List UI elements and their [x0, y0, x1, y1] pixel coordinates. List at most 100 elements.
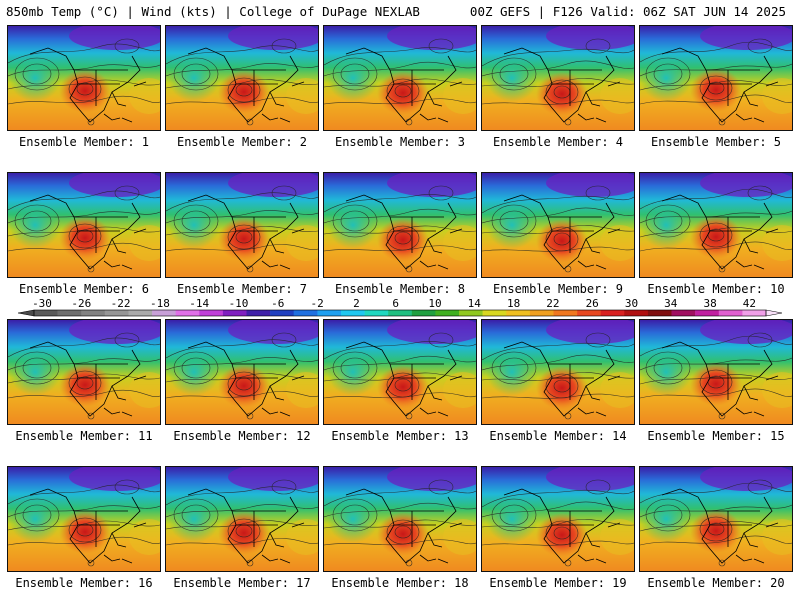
colorbar-tick-label: 22	[546, 297, 559, 310]
ensemble-member-label: Ensemble Member: 10	[647, 282, 785, 296]
temperature-map	[324, 320, 476, 424]
ensemble-member-label: Ensemble Member: 20	[647, 576, 785, 590]
colorbar-swatch	[647, 310, 672, 316]
temperature-map	[8, 467, 160, 571]
colorbar-swatch	[624, 310, 649, 316]
ensemble-member-map-9	[481, 172, 635, 278]
temperature-map	[640, 26, 792, 130]
colorbar-swatch	[482, 310, 507, 316]
ensemble-member-map-20	[639, 466, 793, 572]
colorbar-swatch	[81, 310, 106, 316]
temperature-map	[640, 467, 792, 571]
ensemble-member-map-18	[323, 466, 477, 572]
colorbar-tick-label: 26	[586, 297, 599, 310]
ensemble-member-label: Ensemble Member: 7	[176, 282, 308, 296]
colorbar-swatch	[600, 310, 625, 316]
temperature-map	[324, 467, 476, 571]
temperature-colorbar: -30 -26 -22 -18 -14 -10 -6 -2 2 6 10 14 18 22 26 30 34 38…	[0, 296, 800, 322]
colorbar-graphic: -30 -26 -22 -18 -14 -10 -6 -2 2 6 10 14 18 22 26 30 34 38…	[17, 297, 783, 317]
temperature-map	[482, 173, 634, 277]
colorbar-tick-label: -6	[271, 297, 284, 310]
colorbar-swatch	[317, 310, 342, 316]
temperature-map	[8, 26, 160, 130]
colorbar-swatch	[104, 310, 129, 316]
colorbar-swatch	[459, 310, 483, 316]
ensemble-member-map-19	[481, 466, 635, 572]
ensemble-member-label: Ensemble Member: 3	[334, 135, 466, 149]
ensemble-member-map-5	[639, 25, 793, 131]
colorbar-swatch	[199, 310, 224, 316]
colorbar-swatch	[718, 310, 743, 316]
colorbar-swatch	[246, 310, 271, 316]
temperature-map	[640, 173, 792, 277]
colorbar-tick-label: -18	[150, 297, 170, 310]
colorbar-swatch	[411, 310, 436, 316]
colorbar-swatch	[364, 310, 389, 316]
ensemble-member-map-2	[165, 25, 319, 131]
colorbar-swatch	[175, 310, 200, 316]
ensemble-member-map-11	[7, 319, 161, 425]
ensemble-member-map-4	[481, 25, 635, 131]
colorbar-swatch	[435, 310, 460, 316]
temperature-map	[166, 26, 318, 130]
colorbar-swatch	[34, 310, 58, 316]
temperature-map	[166, 320, 318, 424]
ensemble-member-map-6	[7, 172, 161, 278]
colorbar-tick-label: -2	[310, 297, 323, 310]
ensemble-member-label: Ensemble Member: 13	[331, 429, 469, 443]
ensemble-member-map-1	[7, 25, 161, 131]
colorbar-swatch	[577, 310, 601, 316]
colorbar-swatch	[270, 310, 294, 316]
colorbar-tick-label: 2	[353, 297, 360, 310]
colorbar-tick-label: 6	[392, 297, 399, 310]
colorbar-tick-label: 38	[703, 297, 716, 310]
colorbar-swatch	[293, 310, 318, 316]
colorbar-low-arrow	[17, 309, 35, 317]
colorbar-tick-label: 30	[625, 297, 638, 310]
ensemble-member-label: Ensemble Member: 17	[173, 576, 311, 590]
temperature-map	[324, 26, 476, 130]
colorbar-tick-label: -30	[32, 297, 52, 310]
ensemble-member-label: Ensemble Member: 11	[15, 429, 153, 443]
ensemble-member-map-10	[639, 172, 793, 278]
colorbar-tick-label: 42	[743, 297, 756, 310]
ensemble-member-map-3	[323, 25, 477, 131]
header-title: 850mb Temp (°C) | Wind (kts) | College o…	[6, 4, 420, 19]
colorbar-swatch	[695, 310, 720, 316]
ensemble-member-map-17	[165, 466, 319, 572]
colorbar-swatch	[742, 310, 767, 316]
colorbar-swatch	[388, 310, 413, 316]
ensemble-member-label: Ensemble Member: 9	[492, 282, 624, 296]
ensemble-member-label: Ensemble Member: 15	[647, 429, 785, 443]
ensemble-member-map-7	[165, 172, 319, 278]
colorbar-tick-label: -14	[189, 297, 209, 310]
colorbar-outline	[33, 309, 767, 317]
ensemble-member-label: Ensemble Member: 18	[331, 576, 469, 590]
ensemble-member-map-13	[323, 319, 477, 425]
colorbar-tick-label: 34	[664, 297, 678, 310]
temperature-map	[166, 173, 318, 277]
header-run-info: 00Z GEFS | F126 Valid: 06Z SAT JUN 14 20…	[469, 4, 786, 19]
ensemble-member-label: Ensemble Member: 5	[650, 135, 782, 149]
ensemble-member-label: Ensemble Member: 8	[334, 282, 466, 296]
colorbar-high-arrow	[765, 309, 783, 317]
ensemble-member-map-12	[165, 319, 319, 425]
colorbar-swatch	[553, 310, 578, 316]
ensemble-member-label: Ensemble Member: 14	[489, 429, 627, 443]
temperature-map	[8, 173, 160, 277]
temperature-map	[482, 26, 634, 130]
temperature-map	[166, 467, 318, 571]
ensemble-member-map-14	[481, 319, 635, 425]
temperature-map	[8, 320, 160, 424]
colorbar-swatch	[671, 310, 696, 316]
colorbar-swatch	[341, 310, 365, 316]
ensemble-member-label: Ensemble Member: 2	[176, 135, 308, 149]
colorbar-swatch	[222, 310, 247, 316]
colorbar-swatch	[529, 310, 554, 316]
colorbar-swatch	[152, 310, 176, 316]
colorbar-tick-label: -26	[71, 297, 91, 310]
ensemble-member-label: Ensemble Member: 12	[173, 429, 311, 443]
ensemble-member-label: Ensemble Member: 6	[18, 282, 150, 296]
ensemble-member-label: Ensemble Member: 16	[15, 576, 153, 590]
temperature-map	[482, 467, 634, 571]
